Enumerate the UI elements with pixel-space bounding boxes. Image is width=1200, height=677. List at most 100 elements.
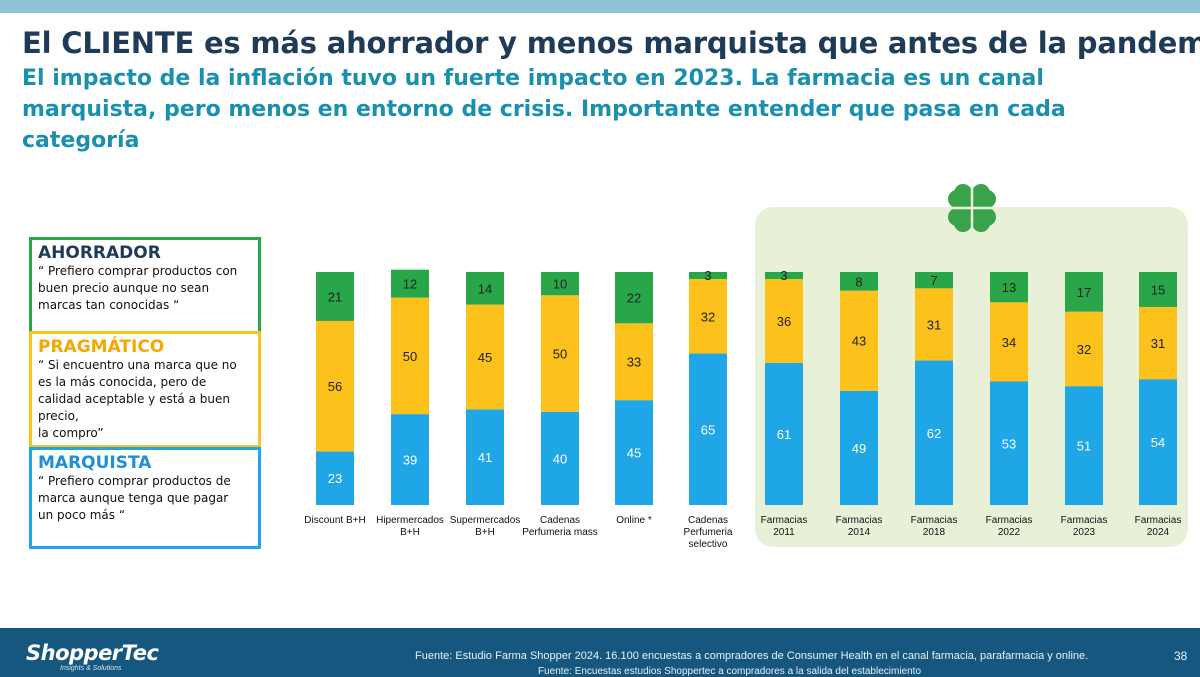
bar-segment <box>391 297 429 415</box>
ahorrador-title: AHORRADOR <box>38 243 161 263</box>
data-label: 36 <box>777 314 791 329</box>
data-label: 61 <box>777 427 791 442</box>
top-accent-bar <box>0 0 1200 13</box>
bar-segment <box>765 362 803 505</box>
data-label: 53 <box>1002 436 1016 451</box>
marquista-quote: “ Prefiero comprar productos de marca au… <box>38 474 231 522</box>
data-label: 45 <box>627 446 641 461</box>
category-label: Supermercados B+H <box>450 515 521 538</box>
ahorrador-quote: “ Prefiero comprar productos con buen pr… <box>38 264 238 312</box>
data-label: 34 <box>1002 335 1016 350</box>
bar-segment <box>316 272 354 321</box>
data-label: 14 <box>478 281 492 296</box>
data-label: 49 <box>852 441 866 456</box>
data-label: 3 <box>780 268 787 283</box>
category-label: Online * <box>616 515 652 526</box>
data-label: 32 <box>1077 342 1091 357</box>
data-label: 45 <box>478 350 492 365</box>
bar-segment <box>541 272 579 296</box>
data-label: 31 <box>1151 336 1165 351</box>
bar-segment <box>840 390 878 505</box>
data-label: 15 <box>1151 282 1165 297</box>
marquista-box: MARQUISTA “ Prefiero comprar productos d… <box>29 447 261 549</box>
bar-segment <box>541 411 579 505</box>
data-label: 62 <box>927 426 941 441</box>
data-label: 3 <box>704 268 711 283</box>
category-label: Farmacias 2011 <box>761 515 808 538</box>
category-label: Farmacias 2018 <box>911 515 958 538</box>
bar-segment <box>990 381 1028 505</box>
data-label: 33 <box>627 355 641 370</box>
category-label: Cadenas Perfumeria selectivo <box>684 515 733 550</box>
data-label: 54 <box>1151 435 1165 450</box>
data-label: 13 <box>1002 280 1016 295</box>
data-label: 10 <box>553 277 567 292</box>
bar-segment <box>689 272 727 279</box>
category-label: Discount B+H <box>304 515 365 526</box>
bar-segment <box>316 451 354 505</box>
category-label: Farmacias 2022 <box>986 515 1033 538</box>
data-label: 40 <box>553 451 567 466</box>
bar-segment <box>1139 379 1177 505</box>
bar-segment <box>541 295 579 412</box>
farmacias-highlight-panel <box>755 207 1188 547</box>
bar-segment <box>1065 272 1103 312</box>
data-label: 43 <box>852 334 866 349</box>
data-label: 31 <box>927 317 941 332</box>
logo-tagline: Insights & Solutions <box>60 665 122 672</box>
bar-segment <box>765 278 803 363</box>
category-label: Farmacias 2014 <box>836 515 883 538</box>
pragmatico-title: PRAGMÁTICO <box>38 337 165 357</box>
data-label: 8 <box>855 274 862 289</box>
data-label: 50 <box>403 349 417 364</box>
bar-segment <box>915 360 953 505</box>
data-label: 17 <box>1077 285 1091 300</box>
bar-segment <box>391 414 429 505</box>
source-note-2: Fuente: Encuestas estudios Shoppertec a … <box>538 666 922 677</box>
marquista-title: MARQUISTA <box>38 453 152 473</box>
category-label: Farmacias 2023 <box>1061 515 1108 538</box>
bar-segment <box>1139 272 1177 307</box>
data-label: 32 <box>701 309 715 324</box>
category-label: Cadenas Perfumeria mass <box>522 515 598 538</box>
data-label: 65 <box>701 422 715 437</box>
stacked-bar-chart: 23 56 21 Discount B+H 39 50 12 Hipermercados B+H… <box>304 268 1182 550</box>
slide-subtitle: El impacto de la inflación tuvo un fuert… <box>22 66 1066 153</box>
data-label: 12 <box>403 277 417 292</box>
bar-segment <box>391 269 429 298</box>
bar-segment <box>915 288 953 361</box>
footer-bar: ShopperTec Insights & Solutions Fuente: … <box>0 628 1200 677</box>
bar-segment <box>990 272 1028 303</box>
data-label: 56 <box>328 379 342 394</box>
category-label: Hipermercados B+H <box>376 515 444 538</box>
bar-segment <box>316 320 354 452</box>
slide-title: El CLIENTE es más ahorrador y menos marq… <box>22 26 1200 60</box>
data-label: 7 <box>930 273 937 288</box>
bar-segment <box>1065 311 1103 387</box>
bar-segment <box>615 272 653 324</box>
data-label: 50 <box>553 347 567 362</box>
data-label: 39 <box>403 453 417 468</box>
data-label: 22 <box>627 291 641 306</box>
bar-segment <box>615 323 653 401</box>
bar-segment <box>466 272 504 305</box>
bar-segment <box>915 272 953 289</box>
bar-segment <box>466 409 504 505</box>
bar-segment <box>1139 306 1177 380</box>
bar-segment <box>1065 386 1103 505</box>
bar-segment <box>689 278 727 354</box>
bar-segment <box>615 400 653 505</box>
bar-segment <box>840 290 878 391</box>
bar-segment <box>765 272 803 279</box>
bar-segment <box>990 302 1028 382</box>
pharmacy-cross-icon <box>948 184 996 232</box>
shoppertec-logo: ShopperTec <box>26 641 159 665</box>
data-label: 21 <box>328 289 342 304</box>
bar-segment <box>689 353 727 505</box>
source-note-1: Fuente: Estudio Farma Shopper 2024. 16.1… <box>415 650 1089 662</box>
bar-segment <box>466 304 504 410</box>
pragmatico-quote: “ Si encuentro una marca que no es la má… <box>38 358 237 440</box>
pragmatico-box: PRAGMÁTICO “ Si encuentro una marca que … <box>29 331 261 448</box>
category-label: Farmacias 2024 <box>1135 515 1182 538</box>
data-label: 51 <box>1077 439 1091 454</box>
